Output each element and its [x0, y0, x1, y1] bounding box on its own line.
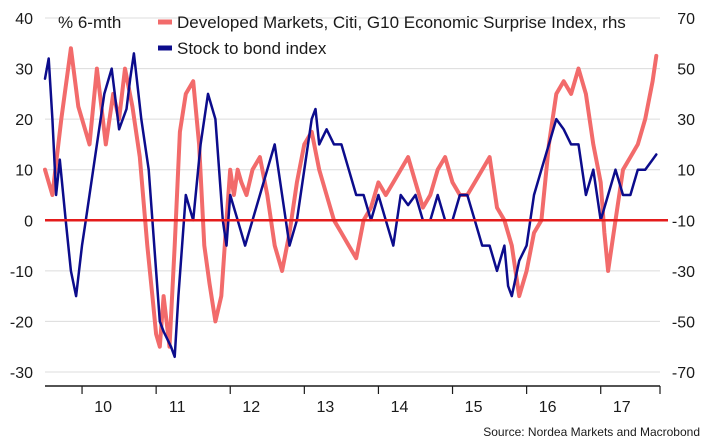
- x-tick-label: 16: [539, 399, 557, 416]
- y-tick-left: 20: [15, 112, 33, 129]
- left-axis: 40 30 20 10 0 -10 -20 -30: [10, 11, 33, 382]
- x-axis: 10 11 12 13 14 15 16 17: [81, 386, 661, 416]
- y-tick-right: 10: [677, 163, 695, 180]
- y-tick-right: 30: [677, 112, 695, 129]
- y-tick-left: 10: [15, 163, 33, 180]
- y-tick-right: 50: [677, 62, 695, 79]
- y-tick-left: 0: [24, 213, 33, 230]
- y-tick-right: -70: [672, 365, 695, 382]
- x-tick-label: 17: [613, 399, 631, 416]
- x-tick-label: 15: [465, 399, 483, 416]
- legend-label-stock-bond: Stock to bond index: [177, 39, 327, 58]
- y-tick-right: 70: [677, 11, 695, 28]
- plot-area: [43, 46, 668, 359]
- x-tick-label: 10: [94, 399, 112, 416]
- x-tick-label: 14: [391, 399, 409, 416]
- y-tick-right: -30: [672, 264, 695, 281]
- y-tick-right: -50: [672, 314, 695, 331]
- legend-label-surprise: Developed Markets, Citi, G10 Economic Su…: [177, 13, 626, 32]
- x-tick-label: 12: [242, 399, 260, 416]
- y-tick-left: 40: [15, 11, 33, 28]
- series-line-surprise-index: [43, 46, 659, 349]
- y-tick-left: 30: [15, 62, 33, 79]
- grid-lines: [45, 17, 660, 373]
- y-tick-left: -20: [10, 314, 33, 331]
- legend: Developed Markets, Citi, G10 Economic Su…: [158, 13, 626, 58]
- y-tick-left: -10: [10, 264, 33, 281]
- right-axis: 70 50 30 10 -10 -30 -50 -70: [672, 11, 695, 382]
- source-note: Source: Nordea Markets and Macrobond: [483, 425, 700, 439]
- unit-label: % 6-mth: [58, 13, 121, 32]
- series-line-stock-to-bond: [43, 52, 658, 359]
- x-tick-label: 13: [316, 399, 334, 416]
- x-tick-label: 11: [169, 399, 186, 416]
- y-tick-left: -30: [10, 365, 33, 382]
- y-tick-right: -10: [672, 213, 695, 230]
